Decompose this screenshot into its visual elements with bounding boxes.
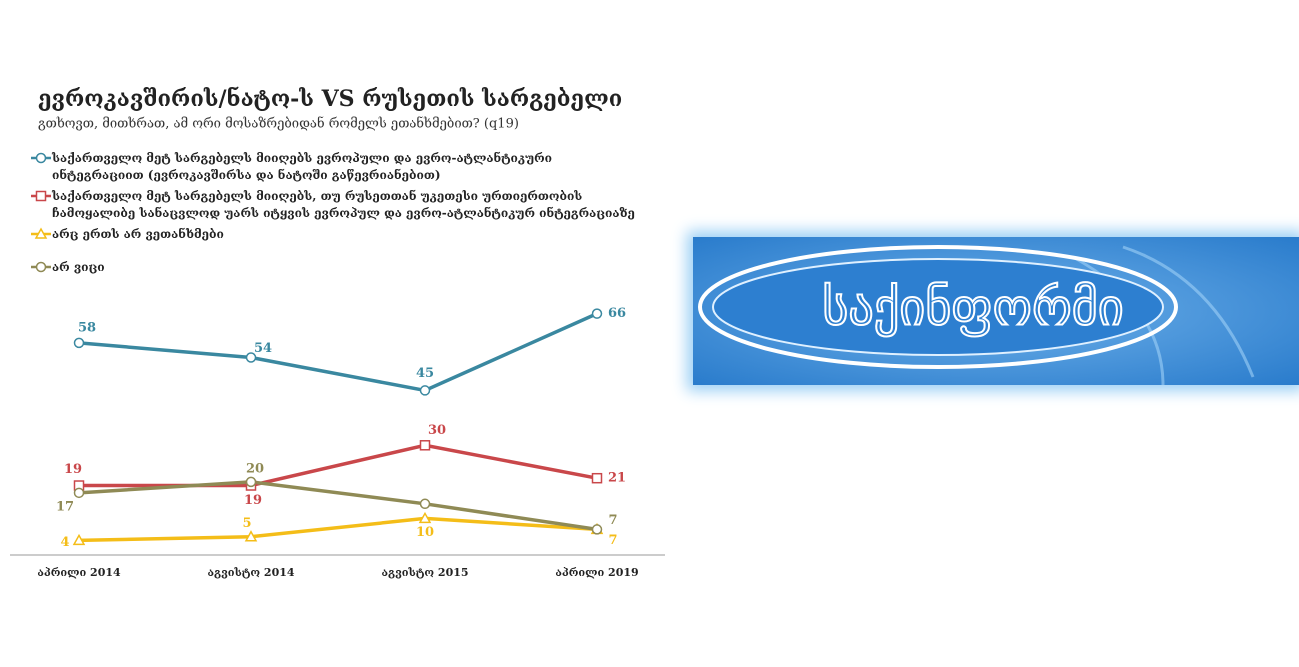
chart-subtitle: გთხოვთ, მითხრათ, ამ ორი მოსაზრებიდან რომ… xyxy=(38,116,519,132)
data-point xyxy=(72,533,86,546)
data-point xyxy=(245,352,257,363)
data-point xyxy=(591,472,603,484)
data-point xyxy=(244,530,258,542)
series-line xyxy=(79,443,598,488)
legend-key xyxy=(31,152,51,164)
data-label: 7 xyxy=(608,513,617,528)
data-label: 45 xyxy=(416,366,434,381)
data-label: 20 xyxy=(246,461,264,476)
data-label: 54 xyxy=(254,341,272,356)
legend-key xyxy=(31,261,51,273)
data-label: 4 xyxy=(60,535,69,550)
data-point xyxy=(245,476,257,488)
legend-label: არც ერთს არ ვეთანხმები xyxy=(52,227,224,241)
data-label: 21 xyxy=(608,471,626,486)
legend-label: საქართველო მეტ სარგებელს მიიღებს ევროპულ… xyxy=(52,151,553,182)
legend-marker xyxy=(35,152,47,164)
logo-text: საქინფორმი xyxy=(822,279,1124,337)
legend-item: საქართველო მეტ სარგებელს მიიღებს, თუ რუს… xyxy=(30,188,640,222)
data-label: 7 xyxy=(608,533,617,548)
legend-key xyxy=(31,227,51,239)
series-line xyxy=(78,516,598,543)
legend-label: არ ვიცი xyxy=(52,260,105,274)
data-point xyxy=(418,511,432,524)
data-point xyxy=(419,385,431,396)
data-point xyxy=(591,308,603,319)
legend-key xyxy=(31,190,51,202)
legend-item: არ ვიცი xyxy=(30,259,640,276)
chart: ევროკავშირის/ნატო-ს VS რუსეთის სარგებელი… xyxy=(10,86,665,579)
legend-item: არც ერთს არ ვეთანხმები xyxy=(30,226,640,243)
legend-label: საქართველო მეტ სარგებელს მიიღებს, თუ რუს… xyxy=(52,189,635,220)
x-tick-label: აპრილი 2014 xyxy=(37,566,121,579)
data-point xyxy=(73,337,85,349)
data-point xyxy=(419,498,431,510)
chart-title: ევროკავშირის/ნატო-ს VS რუსეთის სარგებელი xyxy=(38,86,622,112)
series-line xyxy=(78,312,598,393)
legend-marker xyxy=(35,261,47,273)
series-line xyxy=(78,480,598,532)
legend-marker xyxy=(35,190,47,202)
data-point xyxy=(73,487,85,499)
data-label: 19 xyxy=(244,493,262,508)
data-label: 17 xyxy=(56,499,74,514)
legend-item: საქართველო მეტ სარგებელს მიიღებს ევროპულ… xyxy=(30,150,640,184)
x-tick-label: აგვისტო 2015 xyxy=(381,566,468,579)
x-tick-label: აგვისტო 2014 xyxy=(207,566,294,579)
x-tick-label: აპრილი 2019 xyxy=(555,566,638,579)
data-point xyxy=(419,440,431,451)
data-label: 10 xyxy=(416,525,434,540)
legend: საქართველო მეტ სარგებელს მიიღებს ევროპულ… xyxy=(30,150,640,292)
data-label: 5 xyxy=(242,516,251,531)
data-label: 66 xyxy=(608,306,626,321)
logo-ring-inner xyxy=(712,258,1164,356)
data-point xyxy=(591,524,603,535)
data-label: 58 xyxy=(78,320,96,335)
data-label: 19 xyxy=(64,462,82,477)
logo-ring xyxy=(698,245,1178,369)
data-label: 30 xyxy=(428,423,446,438)
logo: საქინფორმი xyxy=(693,237,1299,385)
legend-marker xyxy=(34,227,48,239)
